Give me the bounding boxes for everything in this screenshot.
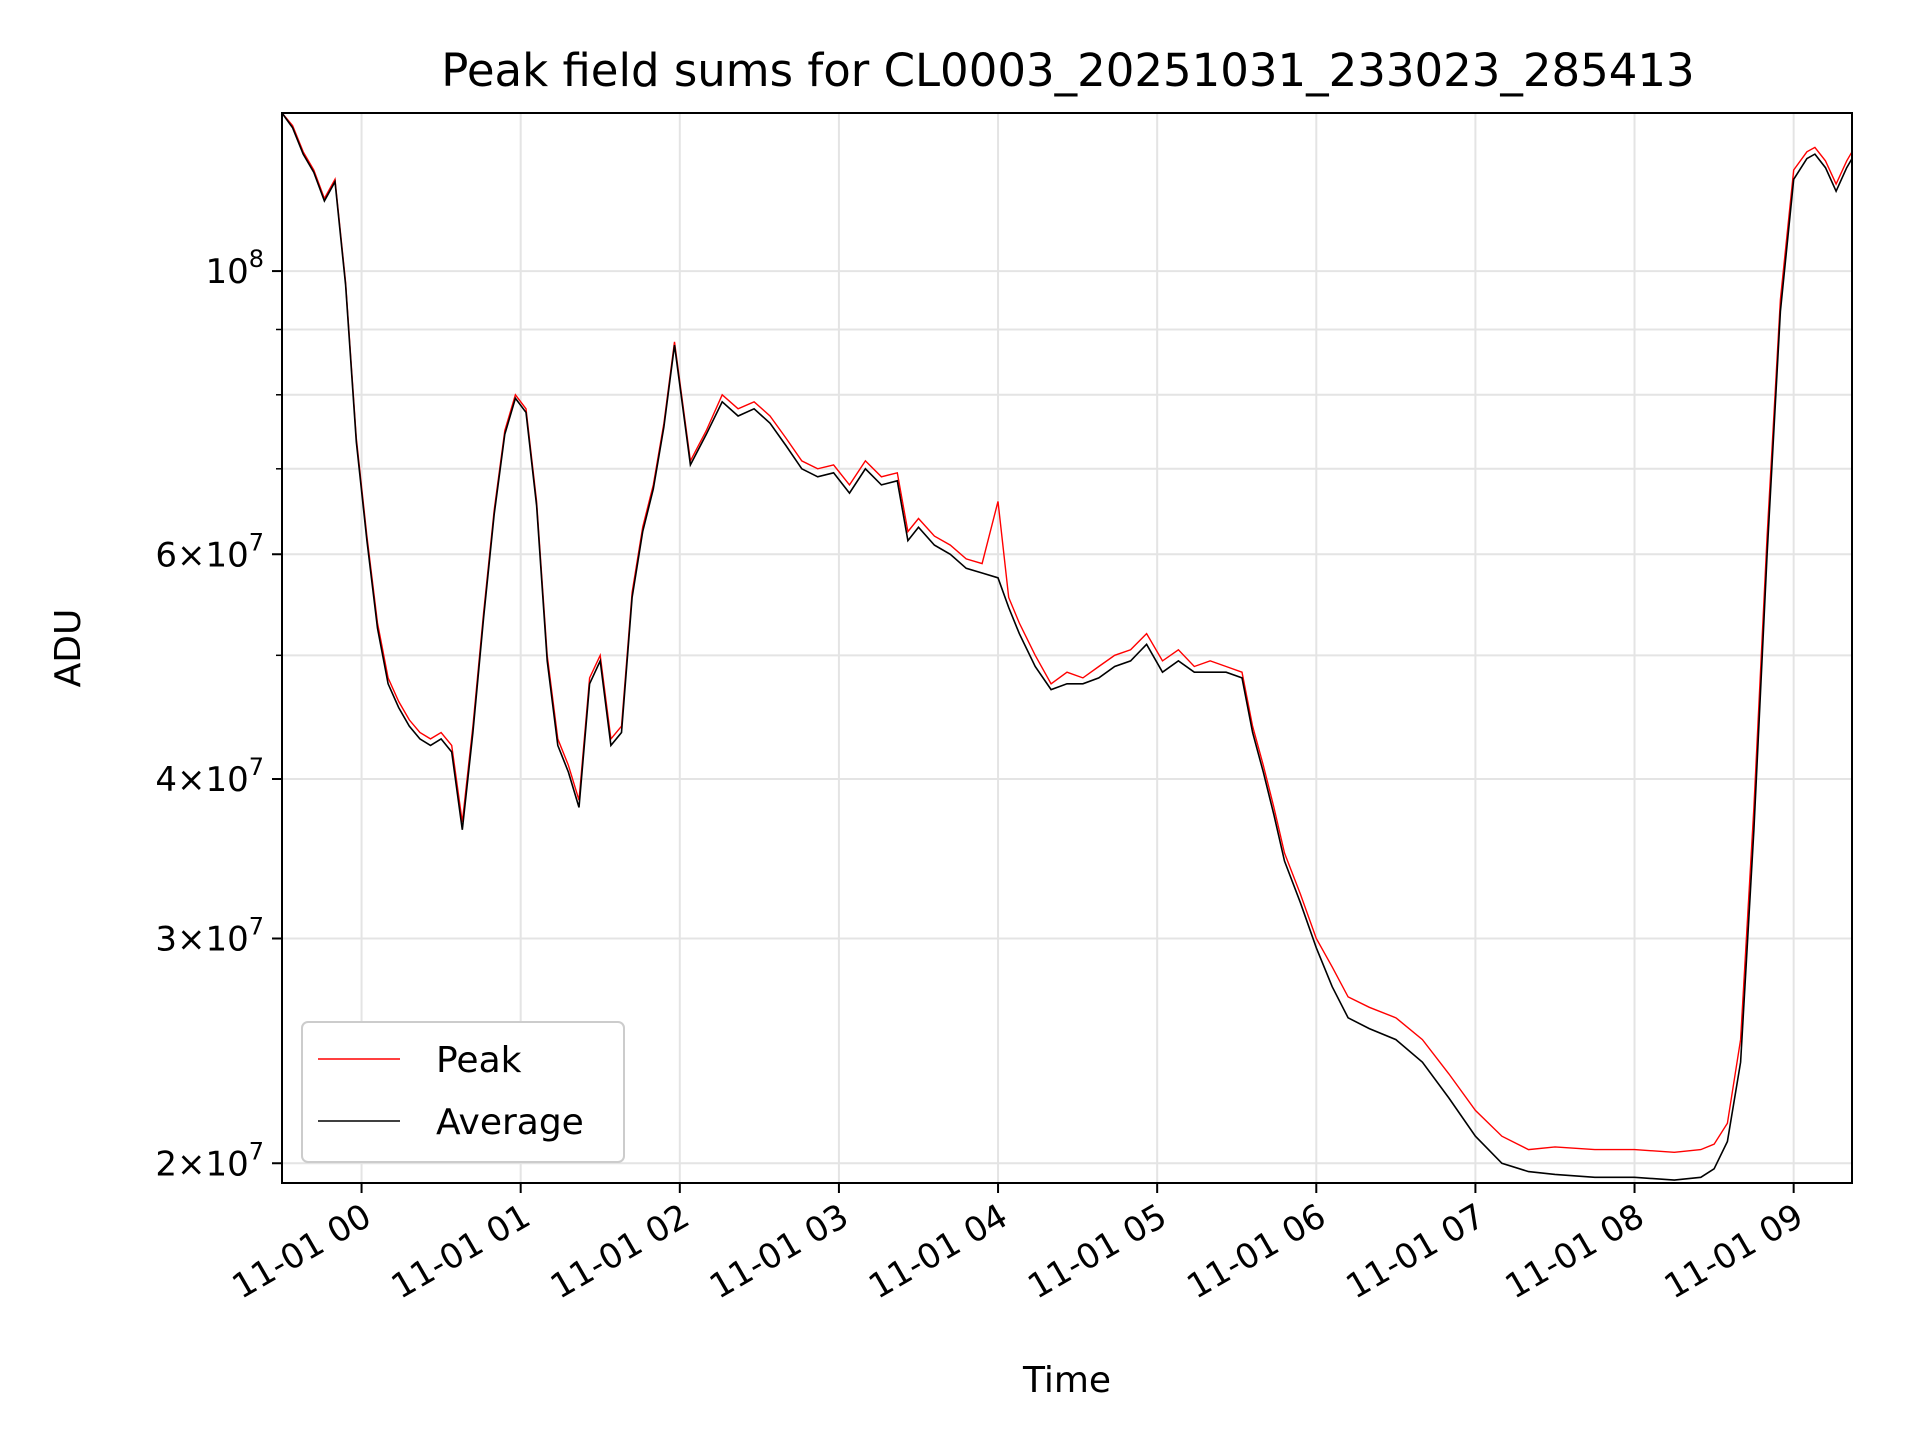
legend-label-peak: Peak xyxy=(436,1040,522,1081)
x-tick-label: 11-01 05 xyxy=(1021,1196,1173,1307)
x-tick-label: 11-01 06 xyxy=(1180,1196,1332,1307)
x-axis-ticks: 11-01 00 11-01 01 11-01 02 11-01 03 11-01 04… xyxy=(226,1183,1810,1307)
x-tick-label: 11-01 04 xyxy=(862,1196,1014,1307)
chart-title: Peak field sums for CL0003_20251031_2330… xyxy=(441,44,1694,97)
plot-frame xyxy=(281,112,1853,1184)
y-tick-label: 3×107 xyxy=(155,912,264,959)
x-tick-label: 11-01 07 xyxy=(1340,1196,1492,1307)
x-tick-label: 11-01 09 xyxy=(1658,1196,1810,1307)
x-axis-label: Time xyxy=(1022,1360,1111,1401)
y-tick-label: 6×107 xyxy=(155,528,264,575)
x-tick-label: 11-01 01 xyxy=(385,1196,537,1307)
grid xyxy=(282,113,1852,1183)
legend: Peak Average xyxy=(301,1021,625,1163)
x-tick-label: 11-01 08 xyxy=(1499,1196,1651,1307)
series-line-average xyxy=(281,112,1853,1181)
legend-box xyxy=(301,1021,625,1163)
y-axis-label: ADU xyxy=(48,609,89,688)
x-tick-label: 11-01 00 xyxy=(226,1196,378,1307)
y-tick-label: 2×107 xyxy=(155,1137,264,1184)
y-axis-ticks: 2×107 3×107 4×107 6×107 108 xyxy=(155,245,282,1184)
x-tick-label: 11-01 03 xyxy=(703,1196,855,1307)
series-line-peak xyxy=(281,112,1853,1154)
y-tick-label: 108 xyxy=(205,245,264,292)
x-tick-label: 11-01 02 xyxy=(544,1196,696,1307)
series-layer xyxy=(281,112,1853,1181)
legend-label-average: Average xyxy=(436,1102,584,1143)
y-tick-label: 4×107 xyxy=(155,753,264,800)
